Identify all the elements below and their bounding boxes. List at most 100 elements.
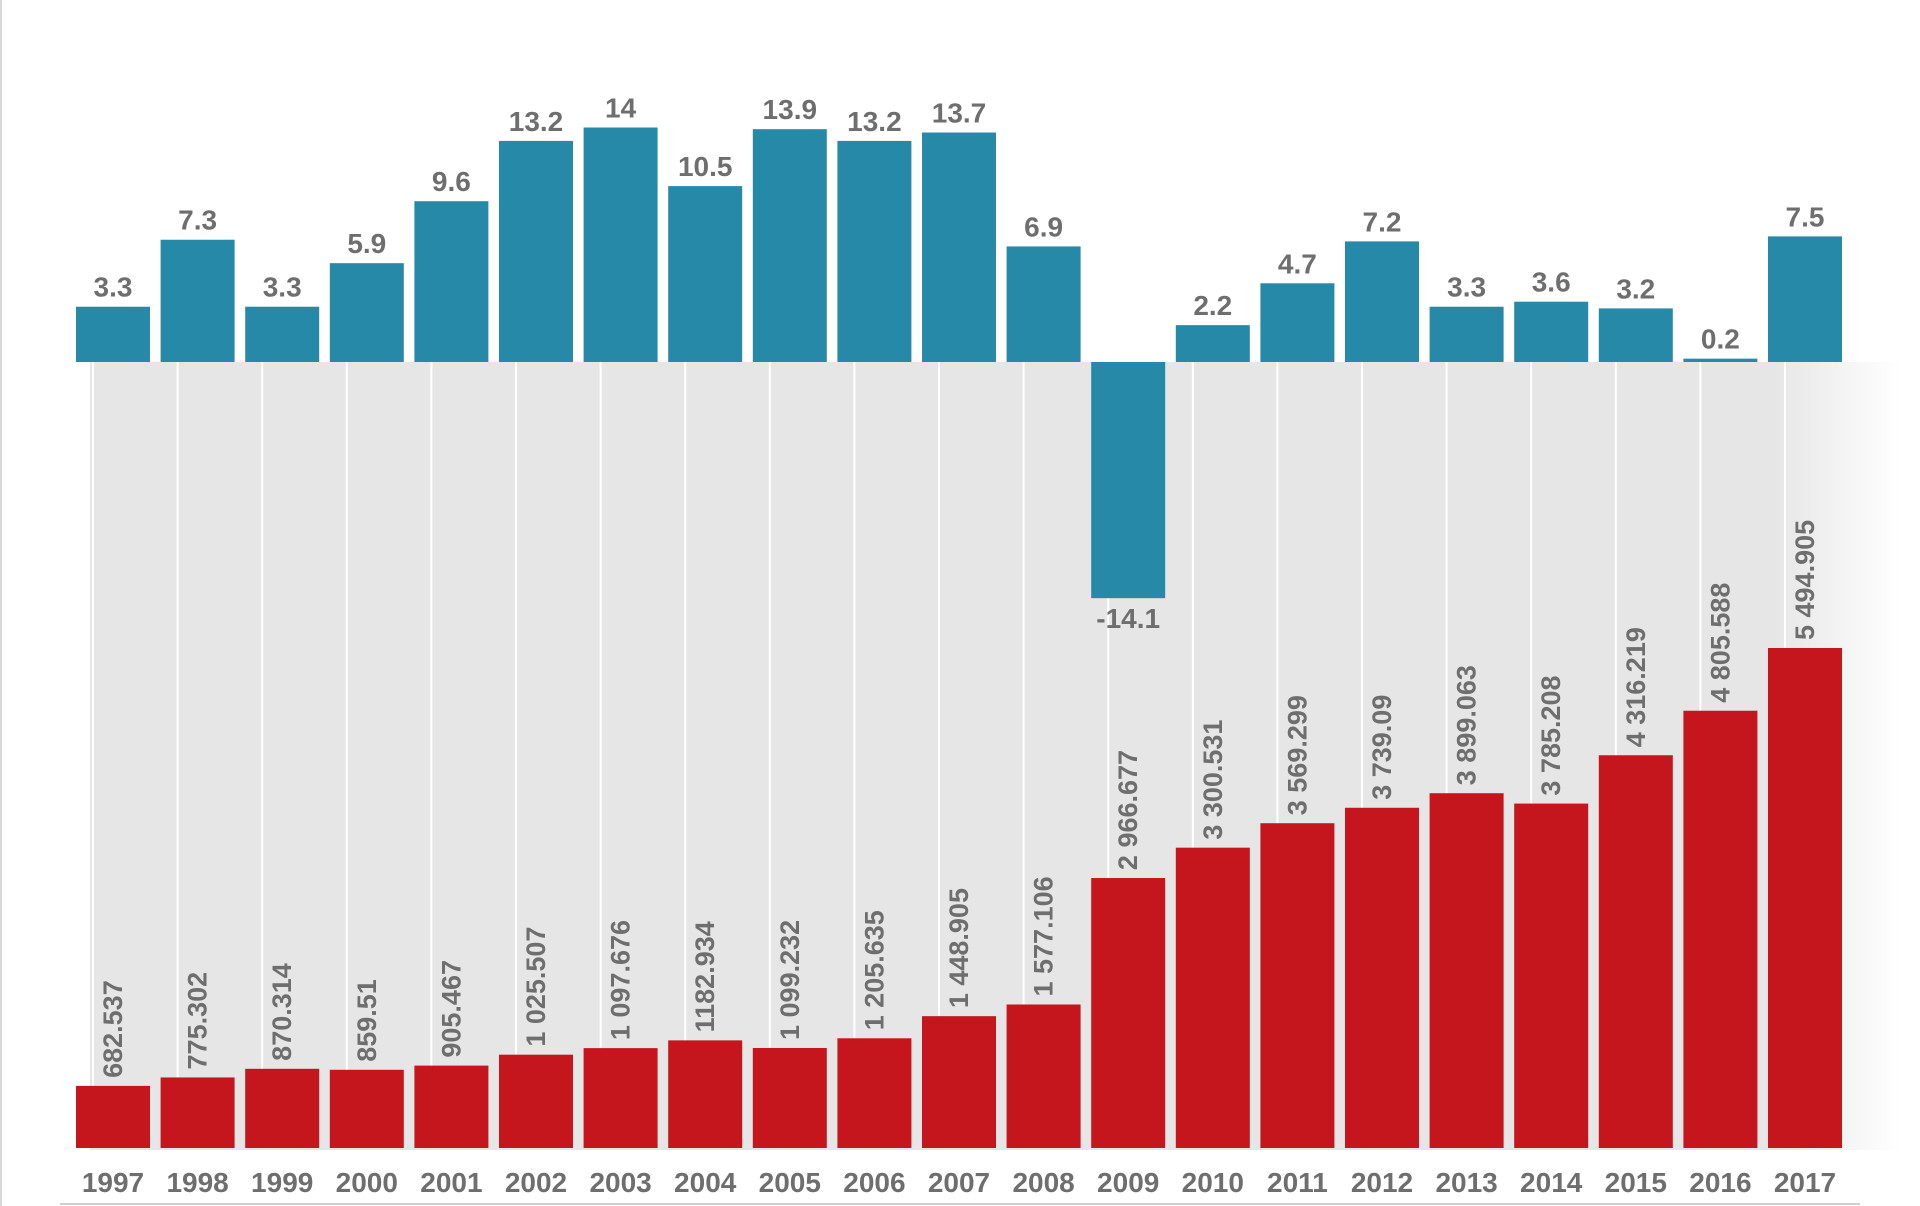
growth-bar bbox=[1514, 301, 1589, 362]
level-value-label: 870.314 bbox=[267, 963, 297, 1061]
level-bar bbox=[1514, 803, 1589, 1148]
level-bar bbox=[1260, 823, 1335, 1148]
growth-value-label: 13.9 bbox=[763, 94, 818, 125]
level-value-label: 905.467 bbox=[436, 960, 466, 1058]
growth-bar bbox=[1768, 236, 1842, 362]
level-bar bbox=[752, 1047, 827, 1148]
growth-series: 3.3 7.3 3.3 5.9 9.6 13.2 14 10.5 13.9 13.2 13.7 6.9… bbox=[76, 93, 1842, 634]
growth-bar bbox=[668, 186, 743, 362]
growth-value-label: 5.9 bbox=[347, 228, 386, 259]
level-bar bbox=[1683, 710, 1758, 1148]
level-value-label: 1 577.106 bbox=[1029, 876, 1059, 996]
x-tick-label: 1999 bbox=[251, 1167, 313, 1198]
growth-bar bbox=[752, 129, 827, 362]
x-tick-label: 2013 bbox=[1435, 1167, 1497, 1198]
left-edge-line bbox=[0, 0, 2, 1206]
x-tick-label: 2014 bbox=[1520, 1167, 1583, 1198]
growth-value-label: 3.3 bbox=[263, 272, 302, 303]
x-tick-label: 2009 bbox=[1097, 1167, 1159, 1198]
growth-value-label: 14 bbox=[605, 93, 637, 124]
growth-bar bbox=[245, 306, 320, 362]
growth-value-label: 13.2 bbox=[847, 106, 902, 137]
x-tick-label: 2001 bbox=[420, 1167, 482, 1198]
growth-value-label: 2.2 bbox=[1193, 290, 1232, 321]
level-bar bbox=[1006, 1004, 1081, 1148]
growth-value-label: 3.3 bbox=[1447, 272, 1486, 303]
growth-bar bbox=[1006, 246, 1081, 362]
growth-value-label: -14.1 bbox=[1096, 603, 1160, 634]
growth-value-label: 4.7 bbox=[1278, 248, 1317, 279]
level-value-label: 3 569.299 bbox=[1282, 695, 1312, 815]
level-bar bbox=[329, 1069, 404, 1148]
level-bar bbox=[1429, 793, 1504, 1148]
level-value-label: 3 300.531 bbox=[1198, 720, 1228, 840]
growth-bar bbox=[1345, 241, 1419, 362]
x-tick-label: 2008 bbox=[1012, 1167, 1074, 1198]
growth-value-label: 7.5 bbox=[1786, 201, 1825, 232]
growth-bar bbox=[1260, 283, 1335, 362]
growth-value-label: 7.3 bbox=[178, 205, 217, 236]
level-value-label: 3 899.063 bbox=[1452, 665, 1482, 785]
growth-value-label: 13.2 bbox=[509, 106, 564, 137]
growth-value-label: 7.2 bbox=[1363, 206, 1402, 237]
level-bar bbox=[922, 1016, 996, 1148]
level-value-label: 1 025.507 bbox=[521, 927, 551, 1047]
level-value-label: 1 097.676 bbox=[606, 920, 636, 1040]
level-bar bbox=[1598, 755, 1673, 1148]
growth-value-label: 3.6 bbox=[1532, 267, 1571, 298]
x-tick-label: 2010 bbox=[1182, 1167, 1244, 1198]
level-value-label: 1 099.232 bbox=[775, 920, 805, 1040]
growth-bar bbox=[1429, 306, 1504, 362]
level-bar bbox=[160, 1077, 235, 1148]
level-bar bbox=[837, 1038, 912, 1148]
level-value-label: 3 785.208 bbox=[1536, 675, 1566, 795]
level-bar bbox=[245, 1068, 320, 1148]
growth-value-label: 0.2 bbox=[1701, 324, 1740, 355]
growth-bar bbox=[1091, 362, 1166, 599]
x-tick-label: 2012 bbox=[1351, 1167, 1413, 1198]
x-tick-label: 2006 bbox=[843, 1167, 905, 1198]
growth-bar bbox=[414, 201, 489, 362]
level-value-label: 4 805.588 bbox=[1705, 583, 1735, 703]
level-value-label: 1 205.635 bbox=[859, 910, 889, 1030]
x-tick-label: 2005 bbox=[759, 1167, 821, 1198]
growth-bar bbox=[1683, 358, 1758, 362]
x-tick-label: 1998 bbox=[166, 1167, 228, 1198]
growth-value-label: 3.3 bbox=[94, 272, 133, 303]
level-bar bbox=[1091, 878, 1166, 1148]
level-bar bbox=[499, 1054, 573, 1148]
level-bar bbox=[414, 1065, 489, 1148]
level-series: 682.537 775.302 870.314 859.51 905.467 1 025.… bbox=[76, 520, 1842, 1148]
level-bar bbox=[1345, 807, 1419, 1148]
x-tick-label: 2002 bbox=[505, 1167, 567, 1198]
x-tick-label: 2017 bbox=[1774, 1167, 1836, 1198]
x-tick-label: 1997 bbox=[82, 1167, 144, 1198]
growth-value-label: 6.9 bbox=[1024, 211, 1063, 242]
growth-value-label: 13.7 bbox=[932, 98, 987, 129]
growth-value-label: 10.5 bbox=[678, 151, 733, 182]
level-bar bbox=[1768, 648, 1842, 1148]
growth-bar bbox=[837, 140, 912, 362]
level-value-label: 1 448.905 bbox=[944, 888, 974, 1008]
x-tick-label: 2015 bbox=[1605, 1167, 1667, 1198]
level-value-label: 2 966.677 bbox=[1113, 750, 1143, 870]
level-bar bbox=[1175, 847, 1250, 1148]
growth-bar bbox=[583, 127, 658, 362]
x-tick-label: 2004 bbox=[674, 1167, 737, 1198]
growth-value-label: 9.6 bbox=[432, 166, 471, 197]
x-tick-label: 2003 bbox=[589, 1167, 651, 1198]
growth-bar bbox=[76, 306, 150, 362]
level-value-label: 3 739.09 bbox=[1367, 695, 1397, 800]
growth-bar bbox=[160, 239, 235, 362]
level-value-label: 775.302 bbox=[183, 972, 213, 1070]
growth-bar bbox=[499, 140, 573, 362]
level-value-label: 859.51 bbox=[352, 979, 382, 1062]
x-tick-label: 2000 bbox=[336, 1167, 398, 1198]
level-value-label: 682.537 bbox=[98, 980, 128, 1078]
level-value-label: 5 494.905 bbox=[1790, 520, 1820, 640]
x-tick-label: 2016 bbox=[1689, 1167, 1751, 1198]
x-tick-label: 2011 bbox=[1267, 1167, 1328, 1198]
growth-bar bbox=[1175, 325, 1250, 362]
x-axis-labels: 1997 1998 1999 2000 2001 2002 2003 2004 2005 2006… bbox=[82, 1167, 1836, 1198]
growth-value-label: 3.2 bbox=[1616, 273, 1655, 304]
